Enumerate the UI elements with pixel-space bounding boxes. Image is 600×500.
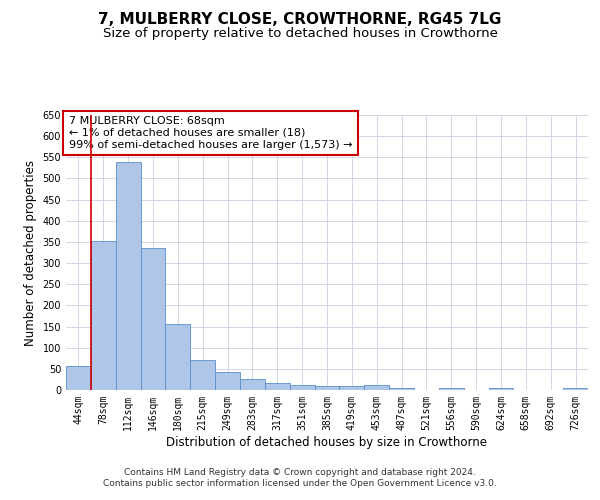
Bar <box>215 372 240 390</box>
Bar <box>140 248 166 390</box>
Bar <box>91 241 116 390</box>
Bar <box>116 162 140 390</box>
Bar <box>364 386 389 390</box>
Bar <box>290 386 314 390</box>
Bar <box>240 380 265 390</box>
Bar <box>439 388 464 390</box>
Y-axis label: Number of detached properties: Number of detached properties <box>24 160 37 346</box>
Bar <box>314 386 340 390</box>
Text: 7, MULBERRY CLOSE, CROWTHORNE, RG45 7LG: 7, MULBERRY CLOSE, CROWTHORNE, RG45 7LG <box>98 12 502 28</box>
Bar <box>563 388 588 390</box>
Bar <box>66 366 91 390</box>
Bar <box>265 383 290 390</box>
Bar <box>340 386 364 390</box>
Bar <box>166 324 190 390</box>
Bar <box>488 388 514 390</box>
Bar <box>389 388 414 390</box>
X-axis label: Distribution of detached houses by size in Crowthorne: Distribution of detached houses by size … <box>167 436 487 448</box>
Text: Size of property relative to detached houses in Crowthorne: Size of property relative to detached ho… <box>103 28 497 40</box>
Text: Contains HM Land Registry data © Crown copyright and database right 2024.
Contai: Contains HM Land Registry data © Crown c… <box>103 468 497 487</box>
Text: 7 MULBERRY CLOSE: 68sqm
← 1% of detached houses are smaller (18)
99% of semi-det: 7 MULBERRY CLOSE: 68sqm ← 1% of detached… <box>68 116 352 150</box>
Bar <box>190 360 215 390</box>
